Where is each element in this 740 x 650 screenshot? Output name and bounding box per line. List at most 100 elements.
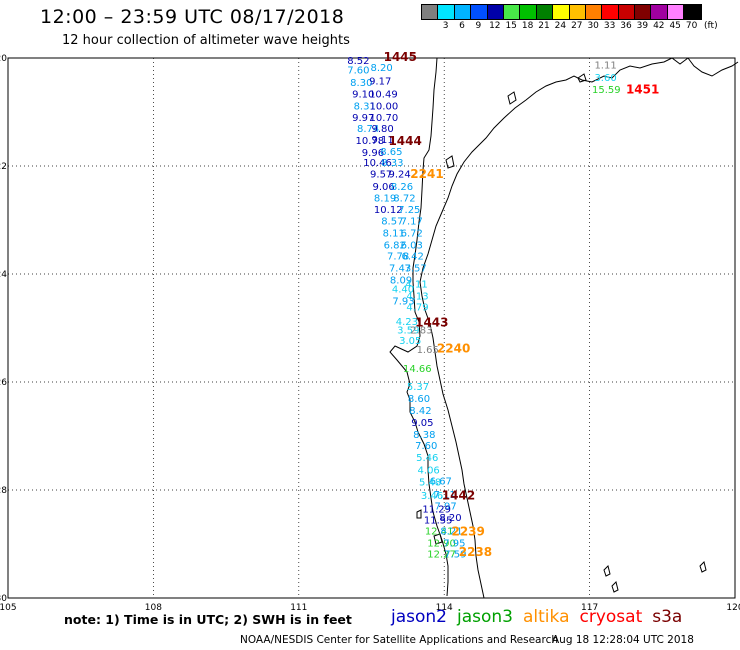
- pass-number: 1451: [626, 82, 659, 96]
- mainland-east-coast: [687, 57, 739, 77]
- wave-height-value: 1.65: [417, 345, 439, 356]
- wave-height-value: 9.10: [352, 90, 374, 101]
- pass-number: 2238: [459, 545, 492, 559]
- wave-height-value: 4.79: [406, 302, 428, 313]
- lon-tick-label: 120: [726, 603, 740, 613]
- footer-note: note: 1) Time is in UTC; 2) SWH is in fe…: [64, 612, 352, 627]
- legend-swatch: [503, 5, 521, 19]
- wave-height-value: 7.43: [389, 264, 411, 275]
- wave-height-value: 8.26: [391, 182, 413, 193]
- legend-label: 39: [636, 21, 649, 31]
- wave-height-value: 10.78: [356, 136, 385, 147]
- wave-height-value: 3.60: [594, 73, 616, 84]
- wave-height-value: 5.37: [407, 382, 429, 393]
- wave-height-value: 8.20: [439, 513, 461, 524]
- lon-tick-label: 117: [581, 603, 598, 613]
- wave-height-value: 10.00: [370, 102, 399, 113]
- wave-height-value: 8.20: [371, 63, 393, 74]
- legend-label: 9: [475, 21, 482, 31]
- wave-height-value: 9.80: [372, 124, 394, 135]
- wave-height-value: 8.11: [383, 228, 405, 239]
- wave-height-value: 2.83: [410, 326, 432, 337]
- lon-tick-label: 105: [0, 603, 17, 613]
- legend-swatch: [602, 5, 619, 19]
- wave-height-value: 8.21: [440, 527, 462, 538]
- wave-height-value: 7.25: [398, 205, 420, 216]
- pass-number: 1443: [415, 316, 448, 330]
- lat-tick-label: 26: [0, 378, 7, 388]
- wave-height-value: 9.96: [362, 148, 384, 159]
- wave-height-value: 9.57: [370, 170, 392, 181]
- legend-label: 18: [521, 21, 534, 31]
- island-4: [416, 509, 422, 519]
- legend-unit: (ft): [704, 21, 718, 31]
- legend-swatch: [618, 5, 636, 19]
- legend-label: 12: [489, 21, 501, 31]
- wave-height-value: 8.30: [350, 78, 372, 89]
- wave-height-value: 8.33: [381, 158, 403, 169]
- wave-height-value: 12.41: [425, 527, 454, 538]
- lon-tick-label: 108: [145, 603, 162, 613]
- wave-height-value: 9.11: [372, 135, 394, 146]
- wave-height-value: 4.40: [392, 285, 414, 296]
- legend-label: 42: [653, 21, 665, 31]
- legend-label: 30: [587, 21, 599, 31]
- legend-swatch: [667, 5, 685, 19]
- wave-height-value: 11.29: [422, 504, 451, 515]
- wave-height-value: 8.74: [357, 124, 379, 135]
- wave-height-value: 10.49: [369, 90, 398, 101]
- wave-height-value: 6.72: [401, 228, 423, 239]
- wave-height-value: 10.70: [370, 113, 399, 124]
- legend-label: 21: [538, 21, 550, 31]
- map-grid: 105 108 111 114 117 120 20 22 24 26 28 30: [0, 54, 740, 613]
- wave-height-value: 9.05: [411, 418, 433, 429]
- wave-height-value: 8.65: [380, 147, 402, 158]
- wave-height-value: 6.03: [401, 240, 423, 251]
- island-5: [433, 533, 443, 545]
- pass-number: 2240: [437, 342, 470, 356]
- wave-height-value: 10.46: [363, 158, 392, 169]
- peninsula-west-coast: [389, 57, 449, 597]
- satellite-jason3: jason3: [457, 607, 513, 627]
- legend-swatch: [471, 5, 488, 19]
- wave-height-value: 3.46: [421, 491, 443, 502]
- wave-height-value: 7.59: [444, 550, 466, 561]
- island-1: [507, 91, 517, 105]
- wave-height-value: 7.11: [434, 490, 456, 501]
- lat-tick-label: 30: [0, 594, 7, 604]
- peninsula-east-coast: [419, 57, 689, 599]
- legend-label: 24: [554, 21, 567, 31]
- island-7: [611, 581, 619, 593]
- legend-swatch: [651, 5, 668, 19]
- pass-number-labels: 1445 1444 2241 1443 2240 1442 2239 2238 1451: [384, 50, 660, 559]
- legend-label: 36: [620, 21, 632, 31]
- legend-swatch: [487, 5, 504, 19]
- wave-height-value: 6.42: [402, 252, 424, 263]
- wave-height-value: 4.23: [396, 317, 418, 328]
- wave-height-value: 8.42: [409, 406, 431, 417]
- legend-color-bar: [421, 4, 702, 20]
- wave-height-value: 9.06: [372, 182, 394, 193]
- wave-height-value: 7.97: [435, 502, 457, 513]
- wave-height-value: 14.66: [403, 364, 432, 375]
- pass-number: 2241: [410, 167, 443, 181]
- wave-height-value: 6.67: [430, 476, 452, 487]
- island-8: [699, 561, 707, 573]
- wave-height-value: 8.52: [347, 56, 369, 67]
- wave-height-value: 1.11: [594, 60, 616, 71]
- wave-height-legend: 3 6 9 12 15 18 21 24 27 30 33 36 39 42 45 70 (ft): [421, 4, 718, 35]
- satellite-key: jason2 jason3 altika cryosat s3a: [391, 607, 692, 627]
- legend-swatch: [536, 5, 554, 19]
- wave-height-value: 8.57: [381, 217, 403, 228]
- coastline: [389, 57, 739, 599]
- wave-height-value: 6.82: [384, 240, 406, 251]
- lon-tick-label: 111: [290, 603, 307, 613]
- legend-labels: 3 6 9 12 15 18 21 24 27 30 33 36 39 42 45 70 (ft): [421, 21, 718, 35]
- legend-swatch: [569, 5, 586, 19]
- map-subtitle: 12 hour collection of altimeter wave hei…: [62, 33, 350, 48]
- pass-number: 1442: [442, 488, 475, 502]
- wave-height-value: 4.13: [406, 292, 428, 303]
- wave-height-value: 7.17: [401, 217, 423, 228]
- satellite-s3a: s3a: [652, 607, 683, 627]
- wave-height-observations: 8.527.60 8.208.309.179.1010.498.3110.009.…: [347, 56, 620, 561]
